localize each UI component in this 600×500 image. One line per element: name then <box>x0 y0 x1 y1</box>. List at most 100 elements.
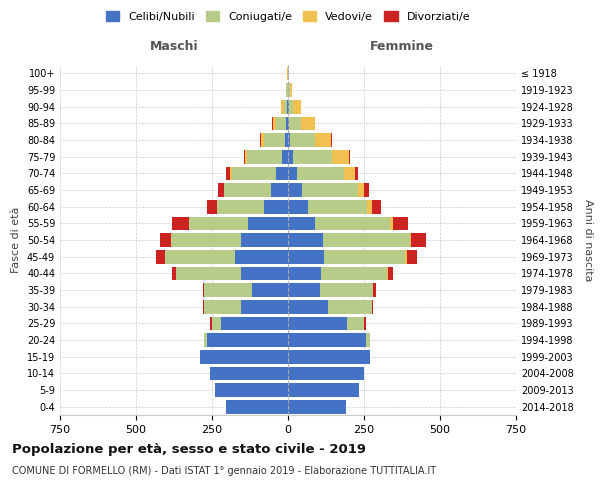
Bar <box>217 200 263 213</box>
Bar <box>205 333 208 347</box>
Text: Popolazione per età, sesso e stato civile - 2019: Popolazione per età, sesso e stato civil… <box>12 442 366 456</box>
Bar <box>371 200 381 213</box>
Bar <box>245 150 247 164</box>
Bar <box>211 366 288 380</box>
Bar <box>288 350 370 364</box>
Bar <box>271 183 288 197</box>
Bar <box>165 250 235 264</box>
Bar <box>347 316 364 330</box>
Bar <box>411 233 427 247</box>
Bar <box>288 183 302 197</box>
Bar <box>205 300 241 314</box>
Bar <box>203 300 205 314</box>
Text: COMUNE DI FORMELLO (RM) - Dati ISTAT 1° gennaio 2019 - Elaborazione TUTTITALIA.I: COMUNE DI FORMELLO (RM) - Dati ISTAT 1° … <box>12 466 436 476</box>
Bar <box>323 233 410 247</box>
Bar <box>288 400 346 413</box>
Y-axis label: Anni di nascita: Anni di nascita <box>583 198 593 281</box>
Bar <box>282 150 288 164</box>
Bar <box>288 66 289 80</box>
Bar <box>290 83 292 97</box>
Bar <box>286 83 287 97</box>
Bar <box>288 200 308 213</box>
Bar <box>387 266 388 280</box>
Bar <box>288 283 320 297</box>
Bar <box>232 166 276 180</box>
Bar <box>156 250 165 264</box>
Bar <box>355 166 358 180</box>
Y-axis label: Fasce di età: Fasce di età <box>11 207 21 273</box>
Bar <box>276 116 286 130</box>
Bar <box>308 200 367 213</box>
Bar <box>284 100 287 114</box>
Bar <box>203 283 205 297</box>
Bar <box>302 183 358 197</box>
Bar <box>230 166 232 180</box>
Bar <box>288 166 297 180</box>
Bar <box>288 216 316 230</box>
Bar <box>248 216 288 230</box>
Bar <box>390 216 393 230</box>
Bar <box>393 216 408 230</box>
Bar <box>241 233 288 247</box>
Bar <box>371 300 373 314</box>
Bar <box>293 100 301 114</box>
Bar <box>331 133 332 147</box>
Bar <box>276 166 288 180</box>
Bar <box>288 316 347 330</box>
Bar <box>286 116 288 130</box>
Bar <box>373 283 376 297</box>
Bar <box>405 250 407 264</box>
Bar <box>224 183 271 197</box>
Bar <box>208 200 217 213</box>
Bar <box>328 300 371 314</box>
Bar <box>241 266 288 280</box>
Text: Femmine: Femmine <box>370 40 434 54</box>
Bar <box>263 200 288 213</box>
Bar <box>287 100 288 114</box>
Bar <box>320 283 373 297</box>
Bar <box>172 216 189 230</box>
Bar <box>218 183 224 197</box>
Bar <box>235 250 288 264</box>
Bar <box>211 316 212 330</box>
Legend: Celibi/Nubili, Coniugati/e, Vedovi/e, Divorziati/e: Celibi/Nubili, Coniugati/e, Vedovi/e, Di… <box>103 8 473 25</box>
Bar <box>349 150 350 164</box>
Bar <box>288 250 325 264</box>
Bar <box>289 100 293 114</box>
Bar <box>263 133 285 147</box>
Bar <box>407 250 417 264</box>
Bar <box>364 316 365 330</box>
Bar <box>301 116 315 130</box>
Bar <box>208 333 288 347</box>
Bar <box>172 266 176 280</box>
Bar <box>289 116 301 130</box>
Bar <box>205 283 251 297</box>
Bar <box>171 233 241 247</box>
Bar <box>325 250 405 264</box>
Bar <box>226 400 288 413</box>
Bar <box>365 333 370 347</box>
Bar <box>297 166 344 180</box>
Bar <box>212 316 221 330</box>
Bar <box>288 383 359 397</box>
Bar <box>293 150 332 164</box>
Bar <box>260 133 263 147</box>
Bar <box>288 116 289 130</box>
Bar <box>288 366 364 380</box>
Text: Maschi: Maschi <box>149 40 199 54</box>
Bar <box>344 166 355 180</box>
Bar <box>189 216 248 230</box>
Bar <box>176 266 241 280</box>
Bar <box>288 150 293 164</box>
Bar <box>332 150 349 164</box>
Bar <box>316 216 390 230</box>
Bar <box>288 333 365 347</box>
Bar <box>281 100 284 114</box>
Bar <box>290 133 315 147</box>
Bar <box>367 200 371 213</box>
Bar <box>241 300 288 314</box>
Bar <box>251 283 288 297</box>
Bar <box>244 150 245 164</box>
Bar <box>288 133 290 147</box>
Bar <box>226 166 230 180</box>
